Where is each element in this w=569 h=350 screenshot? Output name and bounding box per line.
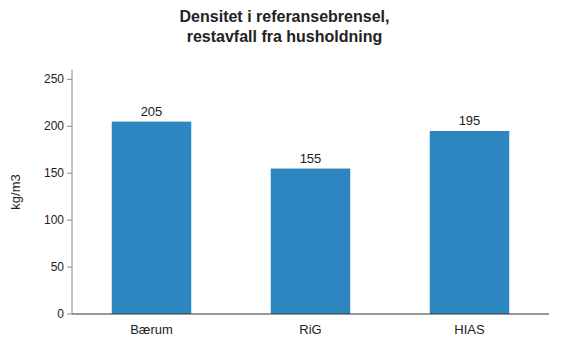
data-label: 155 xyxy=(300,151,322,166)
y-tick xyxy=(67,173,72,174)
bars xyxy=(112,122,510,314)
y-tick-label: 200 xyxy=(44,119,64,133)
y-axis-line xyxy=(72,70,73,314)
y-tick xyxy=(67,220,72,221)
y-tick-label: 50 xyxy=(51,260,65,274)
x-tick-label: Bærum xyxy=(130,322,173,337)
y-tick-label: 0 xyxy=(57,307,64,321)
x-axis-line xyxy=(72,314,549,315)
y-tick-label: 150 xyxy=(44,166,64,180)
y-tick xyxy=(67,126,72,127)
data-label: 205 xyxy=(141,104,163,119)
y-tick-label: 250 xyxy=(44,72,64,86)
y-tick xyxy=(67,314,72,315)
y-axis-label: kg/m3 xyxy=(8,174,23,209)
chart-svg: Densitet i referansebrensel,restavfall f… xyxy=(0,0,569,350)
y-tick-label: 100 xyxy=(44,213,64,227)
y-tick xyxy=(67,79,72,80)
bar xyxy=(112,122,192,314)
data-label: 195 xyxy=(459,113,481,128)
bar xyxy=(430,131,510,314)
bar xyxy=(271,169,351,314)
x-tick-label: HIAS xyxy=(454,322,485,337)
chart-container: Densitet i referansebrensel,restavfall f… xyxy=(0,0,569,350)
x-tick-label: RiG xyxy=(299,322,321,337)
y-tick xyxy=(67,267,72,268)
chart-title: Densitet i referansebrensel,restavfall f… xyxy=(180,8,390,45)
